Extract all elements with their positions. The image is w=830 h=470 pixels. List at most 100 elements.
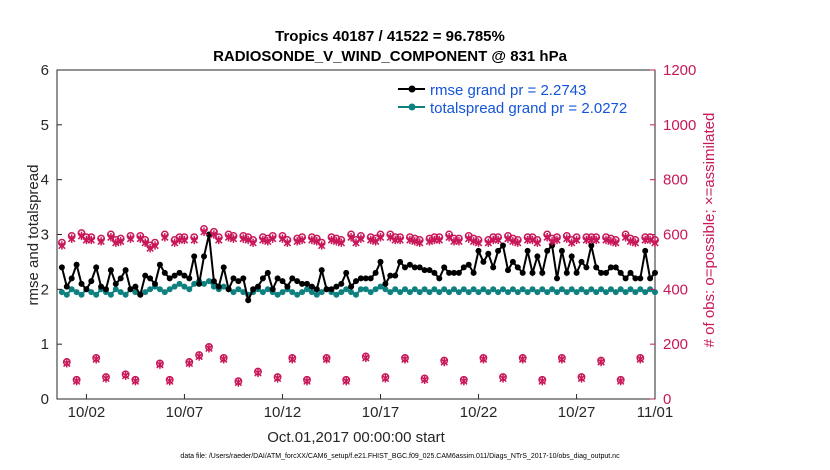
y-right-tick-label: 200	[663, 336, 688, 353]
rmse-point	[612, 264, 619, 271]
obs-assimilated-point	[97, 237, 105, 246]
rmse-point	[333, 283, 340, 290]
spread-point	[206, 278, 212, 285]
spread-point	[652, 289, 658, 296]
y-right-tick-label: 1000	[663, 117, 696, 134]
rmse-point	[274, 275, 281, 282]
rmse-point	[617, 269, 624, 276]
rmse-point	[524, 247, 531, 254]
spread-point	[495, 289, 502, 296]
obs-assimilated-point	[72, 376, 81, 386]
rmse-point	[558, 247, 565, 254]
rmse-point	[250, 286, 257, 293]
spread-point	[519, 286, 526, 293]
legend-rmse-label: rmse grand pr = 2.2743	[430, 82, 586, 99]
rmse-point	[161, 269, 168, 276]
obs-count-series	[57, 225, 659, 387]
rmse-point	[357, 275, 364, 282]
rmse-point	[264, 269, 271, 276]
rmse-point	[622, 275, 629, 282]
obs-assimilated-point	[249, 238, 257, 247]
y-tick-label: 0	[41, 391, 49, 408]
obs-assimilated-point	[102, 374, 110, 383]
spread-point	[451, 286, 457, 293]
legend-spread-label: totalspread grand pr = 2.0272	[430, 100, 627, 117]
obs-assimilated-point	[616, 376, 625, 386]
rmse-point	[406, 261, 413, 268]
obs-assimilated-point	[303, 376, 311, 386]
x-tick-label: 10/17	[362, 404, 400, 421]
rmse-point	[215, 283, 222, 290]
rmse-point	[78, 280, 85, 287]
rmse-point	[112, 280, 119, 287]
obs-assimilated-point	[288, 355, 297, 364]
obs-assimilated-point	[518, 355, 527, 364]
obs-assimilated-point	[190, 235, 198, 245]
rmse-point	[353, 278, 359, 285]
y-right-tick-label: 0	[663, 391, 671, 408]
spread-point	[441, 286, 448, 293]
spread-point	[406, 289, 413, 296]
obs-assimilated-point	[337, 238, 346, 247]
rmse-point	[176, 269, 183, 276]
spread-point	[446, 289, 453, 296]
rmse-point	[127, 286, 134, 293]
spread-point	[142, 289, 149, 296]
obs-assimilated-point	[440, 357, 448, 367]
spread-point	[377, 283, 384, 290]
spread-point	[240, 289, 247, 296]
spread-point	[382, 286, 389, 293]
spread-point	[122, 291, 129, 298]
obs-assimilated-point	[386, 233, 395, 242]
y-right-tick-label: 600	[663, 227, 688, 244]
obs-assimilated-point	[577, 374, 586, 383]
spread-point	[68, 286, 75, 293]
x-tick-label: 10/12	[264, 404, 302, 421]
rmse-point	[63, 283, 70, 290]
spread-point	[509, 286, 516, 293]
spread-point	[343, 286, 350, 293]
spread-point	[397, 289, 404, 296]
obs-assimilated-point	[528, 235, 537, 245]
y-axis-label: rmse and totalspread	[25, 165, 42, 306]
spread-point	[578, 286, 585, 293]
y-right-tick-label: 400	[663, 281, 688, 298]
rmse-point	[451, 269, 457, 276]
spread-point	[107, 291, 114, 298]
rmse-point	[73, 261, 80, 268]
spread-point	[470, 286, 477, 293]
rmse-point	[122, 267, 129, 274]
spread-point	[235, 286, 242, 293]
obs-assimilated-point	[415, 238, 424, 247]
rmse-point	[505, 267, 511, 274]
obs-assimilated-point	[92, 355, 100, 364]
rmse-point	[421, 267, 428, 274]
spread-point	[603, 289, 609, 296]
obs-assimilated-point	[87, 235, 96, 245]
obs-assimilated-point	[180, 235, 189, 245]
x-tick-label: 10/02	[68, 404, 106, 421]
rmse-point	[568, 253, 575, 260]
spread-point	[348, 289, 355, 296]
obs-assimilated-point	[465, 234, 473, 243]
obs-assimilated-point	[298, 235, 306, 245]
rmse-point	[593, 264, 600, 271]
spread-point	[421, 286, 428, 293]
rmse-point	[107, 267, 114, 274]
spread-point	[426, 289, 433, 296]
rmse-point	[186, 275, 193, 282]
obs-assimilated-point	[474, 238, 483, 247]
spread-point	[357, 286, 364, 293]
rmse-point	[554, 275, 560, 282]
obs-assimilated-point	[234, 378, 243, 387]
rmse-point	[603, 269, 609, 276]
obs-assimilated-point	[538, 376, 546, 386]
spread-point	[593, 289, 600, 296]
rmse-point	[460, 264, 467, 271]
spread-point	[210, 283, 217, 290]
spread-point	[63, 291, 70, 298]
spread-point	[573, 289, 580, 296]
rmse-point	[83, 286, 90, 293]
spread-point	[274, 291, 281, 298]
